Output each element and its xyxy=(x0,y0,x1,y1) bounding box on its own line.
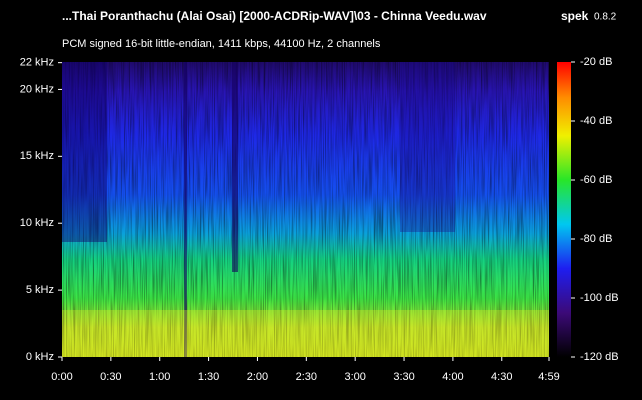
spectrogram-texture xyxy=(62,62,549,357)
x-tick-label: 2:00 xyxy=(247,371,268,383)
colorbar-tick-label: -80 dB xyxy=(580,233,612,245)
y-tick-label: 10 kHz xyxy=(20,217,54,229)
loud-region xyxy=(62,310,549,357)
quiet-region xyxy=(184,62,187,357)
x-tick-label: 4:00 xyxy=(442,371,463,383)
quiet-region xyxy=(232,62,238,272)
x-tick-label: 3:30 xyxy=(393,371,414,383)
app-name: spek xyxy=(561,9,589,23)
quiet-region xyxy=(62,62,107,242)
colorbar-tick-label: -100 dB xyxy=(580,292,619,304)
x-tick-label: 0:00 xyxy=(51,371,72,383)
x-tick-label: 1:00 xyxy=(149,371,170,383)
x-tick-label: 2:30 xyxy=(296,371,317,383)
y-tick-label: 15 kHz xyxy=(20,150,54,162)
x-tick-label: 3:00 xyxy=(344,371,365,383)
y-tick-label: 22 kHz xyxy=(20,57,54,69)
file-info: PCM signed 16-bit little-endian, 1411 kb… xyxy=(62,38,381,50)
quiet-region xyxy=(400,62,455,232)
y-tick-label: 20 kHz xyxy=(20,83,54,95)
colorbar-tick-label: -40 dB xyxy=(580,115,612,127)
x-tick-label: 4:59 xyxy=(538,371,559,383)
app-version: 0.8.2 xyxy=(594,12,617,23)
y-tick-label: 0 kHz xyxy=(26,351,54,363)
y-tick-label: 5 kHz xyxy=(26,284,54,296)
color-bar xyxy=(557,62,571,357)
colorbar-tick-label: -120 dB xyxy=(580,351,619,363)
colorbar-tick-label: -20 dB xyxy=(580,56,612,68)
colorbar-tick-label: -60 dB xyxy=(580,174,612,186)
spectrogram xyxy=(62,62,549,357)
file-title: ...Thai Poranthachu (Alai Osai) [2000-AC… xyxy=(62,9,487,23)
x-tick-label: 1:30 xyxy=(198,371,219,383)
x-tick-label: 4:30 xyxy=(491,371,512,383)
x-tick-label: 0:30 xyxy=(100,371,121,383)
